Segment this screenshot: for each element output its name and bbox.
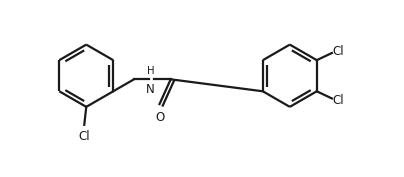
Text: O: O — [155, 111, 164, 124]
Text: H: H — [147, 66, 154, 76]
Text: N: N — [146, 82, 155, 96]
Text: Cl: Cl — [333, 94, 344, 107]
Text: Cl: Cl — [333, 45, 344, 58]
Text: Cl: Cl — [78, 130, 90, 143]
